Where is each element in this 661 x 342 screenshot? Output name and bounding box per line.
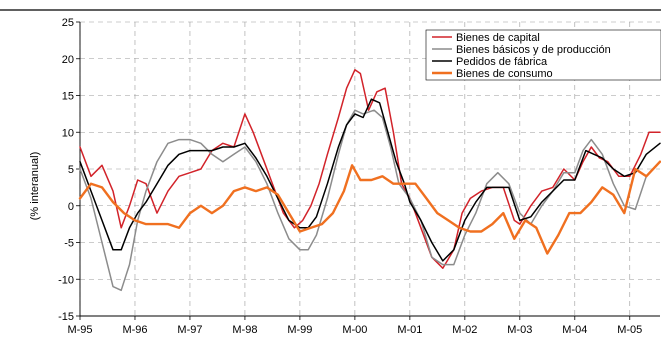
legend-box (425, 29, 661, 81)
series-lines (78, 69, 661, 292)
x-tick-label: M-96 (122, 324, 147, 336)
legend-label-2: Bienes básicos y de producción (456, 44, 611, 56)
y-tick-label: -15 (58, 311, 74, 323)
y-tick-label: -5 (64, 238, 74, 250)
y-axis-label: (% interanual) (29, 152, 41, 220)
y-tick-label: -10 (58, 274, 74, 286)
x-tick-label: M-95 (67, 324, 92, 336)
y-tick-label: 10 (62, 127, 74, 139)
x-tick-label: M-00 (342, 324, 367, 336)
y-tick-label: 25 (62, 17, 74, 29)
y-tick-label: 15 (62, 91, 74, 103)
legend-label-4: Bienes de consumo (456, 68, 553, 80)
x-tick-label: M-04 (562, 324, 587, 336)
y-tick-labels: -15 -10 -5 0 5 10 15 20 25 (58, 17, 74, 323)
x-tick-label: M-98 (232, 324, 257, 336)
x-tick-label: M-03 (507, 324, 532, 336)
x-tick-label: M-05 (617, 324, 642, 336)
series-line-1 (79, 69, 661, 269)
x-tick-label: M-97 (177, 324, 202, 336)
x-tick-label: M-99 (287, 324, 312, 336)
x-tick-label: M-01 (397, 324, 422, 336)
y-tick-label: 0 (68, 201, 74, 213)
x-tick-labels: M-95 M-96 M-97 M-98 M-99 M-00 M-01 M-02 M-03 M-04… (67, 324, 642, 336)
series-line-2 (79, 109, 661, 292)
legend-label-3: Pedidos de fábrica (456, 56, 548, 68)
series-line-4 (78, 160, 661, 255)
y-tick-label: 5 (68, 164, 74, 176)
x-tick-label: M-02 (452, 324, 477, 336)
series-line-3 (79, 98, 661, 262)
y-tick-label: 20 (62, 54, 74, 66)
legend-label-1: Bienes de capital (456, 32, 540, 44)
